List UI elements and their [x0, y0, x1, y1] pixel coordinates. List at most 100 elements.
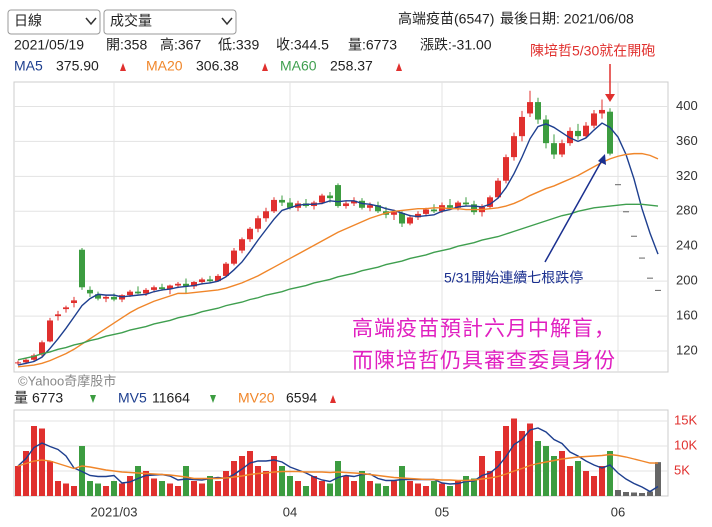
candle-body [239, 239, 245, 251]
legend-name: MA60 [280, 58, 317, 74]
x-tick-label: 05 [435, 504, 449, 519]
price-frame [13, 81, 669, 373]
candle-body [135, 291, 141, 294]
candle-body [255, 218, 261, 229]
volume-bar [319, 481, 325, 496]
trend-down [90, 395, 96, 403]
volume-bar [159, 481, 165, 496]
volume-bar [439, 483, 445, 496]
volume-bar [175, 486, 181, 496]
candle-body [359, 200, 365, 208]
volume-bar [583, 471, 589, 496]
candle-body [503, 157, 509, 181]
x-tick-label: 04 [283, 504, 297, 519]
volume-bar [87, 481, 93, 496]
y-tick-label: 10K [674, 437, 697, 452]
info-item: 開:358 [106, 37, 147, 53]
candle-body [71, 300, 77, 303]
trend-up [120, 63, 126, 71]
candle-body [599, 109, 605, 114]
watermark: ©Yahoo奇摩股市 [18, 373, 116, 388]
volume-bar [303, 486, 309, 496]
mv-line [17, 453, 659, 482]
candle-body [79, 249, 85, 288]
volume-bar [55, 481, 61, 496]
candle-body [407, 217, 413, 224]
candle-body [143, 289, 149, 294]
volume-bar [519, 431, 525, 496]
volume-bar [311, 476, 317, 496]
volume-bar [495, 451, 501, 496]
legend-value: 6594 [286, 390, 317, 406]
volume-bar [559, 451, 565, 496]
volume-bar [599, 466, 605, 496]
volume-bar [607, 451, 613, 496]
candle-body [31, 355, 37, 360]
candle-body [271, 199, 277, 212]
volume-bar [255, 466, 261, 496]
candle-body [471, 204, 477, 213]
stock-name: 高端疫苗(6547) [398, 11, 494, 27]
candle-body [231, 250, 237, 264]
candle-body [375, 205, 381, 212]
legend-value: 258.37 [330, 58, 373, 74]
trend-up [330, 395, 336, 403]
dropdown-chevron [85, 17, 97, 26]
volume-bar [463, 476, 469, 496]
volume-bar [655, 462, 661, 496]
volume-bar [447, 486, 453, 496]
legend-name: MA20 [146, 58, 183, 74]
candle-body [207, 279, 213, 282]
candle-body [167, 285, 173, 290]
candle-body [559, 143, 565, 155]
volume-bar [231, 461, 237, 496]
x-tick-label: 06 [611, 504, 625, 519]
candle-body [423, 209, 429, 214]
volume-bar [391, 481, 397, 496]
y-tick-label: 200 [676, 273, 698, 288]
indicator-dropdown[interactable] [103, 9, 237, 35]
volume-bar [23, 451, 29, 496]
arrow-head [605, 94, 615, 102]
mv-line [17, 427, 659, 493]
trend-up [396, 63, 402, 71]
volume-bar [375, 483, 381, 496]
volume-bar [63, 483, 69, 496]
volume-bar [295, 481, 301, 496]
info-item: 高:367 [160, 37, 201, 53]
candle-body [639, 257, 645, 259]
candle-body [327, 195, 333, 199]
info-item: 2021/05/19 [14, 37, 84, 53]
info-item: 量:6773 [348, 37, 397, 53]
period-dropdown[interactable] [7, 9, 101, 35]
ma-line [17, 203, 659, 361]
y-tick-label: 160 [676, 308, 698, 323]
trend-up [262, 63, 268, 71]
volume-bar [575, 461, 581, 496]
volume-bar [527, 423, 533, 496]
candle-body [607, 111, 613, 154]
volume-bar [647, 491, 653, 496]
volume-bar [143, 471, 149, 496]
legend-value: 306.38 [196, 58, 239, 74]
y-tick-label: 120 [676, 342, 698, 357]
volume-bar [207, 476, 213, 496]
candle-body [183, 283, 189, 287]
candle-body [351, 200, 357, 204]
volume-bar [487, 471, 493, 496]
ma-line [17, 122, 659, 366]
candle-body [567, 130, 573, 144]
volume-bar [431, 481, 437, 496]
candle-body [319, 195, 325, 203]
volume-bar [103, 486, 109, 496]
candle-body [175, 283, 181, 286]
x-tick-label: 2021/03 [91, 504, 138, 519]
annotation-note: 高端疫苗預計六月中解盲， [352, 318, 616, 341]
ma-line [17, 152, 659, 368]
volume-bar [199, 483, 205, 496]
candle-body [591, 113, 597, 126]
candle-body [95, 294, 101, 299]
volume-bar [47, 461, 53, 496]
legend-name: 量 [14, 390, 28, 406]
candle-body [23, 359, 29, 363]
